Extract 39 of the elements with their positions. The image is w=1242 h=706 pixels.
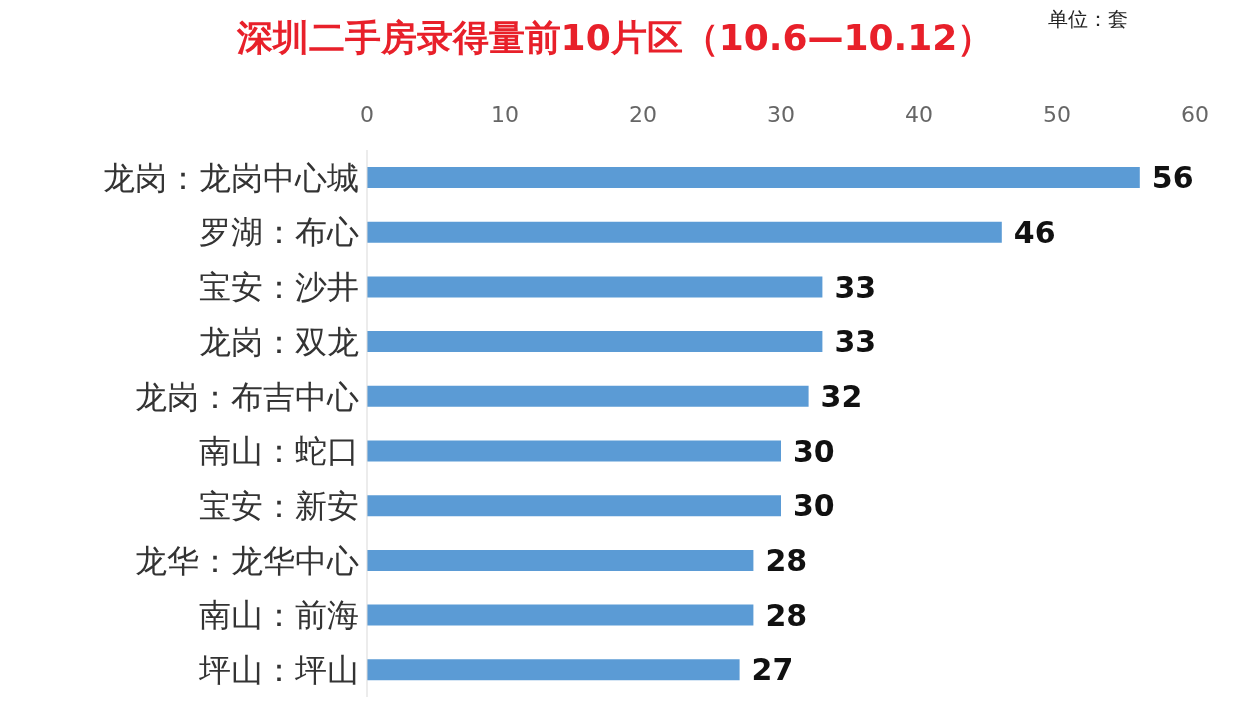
text: 单位：套 (1048, 6, 1128, 33)
bar (367, 604, 754, 626)
y-tick-label: 坪山：坪山 (198, 651, 359, 690)
data-label: 56 (1151, 160, 1194, 196)
x-tick-label: 40 (905, 102, 933, 127)
y-tick-label: 南山：蛇口 (199, 432, 359, 471)
y-tick-label: 龙华：龙华中心 (135, 541, 359, 580)
bar (367, 167, 1140, 188)
data-label: 33 (834, 324, 877, 360)
x-tick-label: 0 (360, 102, 374, 127)
data-label: 27 (751, 652, 794, 688)
data-label: 30 (793, 488, 835, 524)
y-tick-label: 宝安：沙井 (199, 268, 359, 307)
y-tick-label: 龙岗：龙岗中心城 (103, 158, 359, 197)
y-tick-label: 龙岗：双龙 (199, 322, 359, 361)
y-tick-label: 龙岗：布吉中心 (135, 377, 359, 416)
data-label: 32 (820, 378, 863, 414)
bar (367, 549, 754, 571)
data-label: 30 (793, 433, 835, 469)
x-tick-label: 10 (491, 102, 519, 127)
bar (367, 385, 809, 407)
bar (367, 276, 823, 298)
y-tick-label: 宝安：新安 (199, 486, 359, 525)
bar (367, 331, 823, 353)
bar (367, 440, 781, 462)
x-tick-label: 60 (1181, 102, 1209, 127)
chart-title: 深圳二手房录得量前10片区（10.6—10.12） (236, 17, 994, 58)
bar (367, 221, 1002, 243)
x-tick-label: 20 (629, 102, 657, 127)
x-tick-label: 50 (1043, 102, 1071, 127)
data-label: 33 (834, 269, 877, 305)
data-label: 28 (765, 597, 808, 633)
y-tick-label: 南山：前海 (199, 596, 359, 635)
data-label: 28 (765, 543, 808, 579)
y-tick-label: 罗湖：布心 (199, 213, 359, 252)
data-label: 46 (1013, 214, 1056, 250)
x-tick-label: 30 (767, 102, 795, 127)
bar (367, 659, 740, 681)
bar (367, 495, 781, 517)
